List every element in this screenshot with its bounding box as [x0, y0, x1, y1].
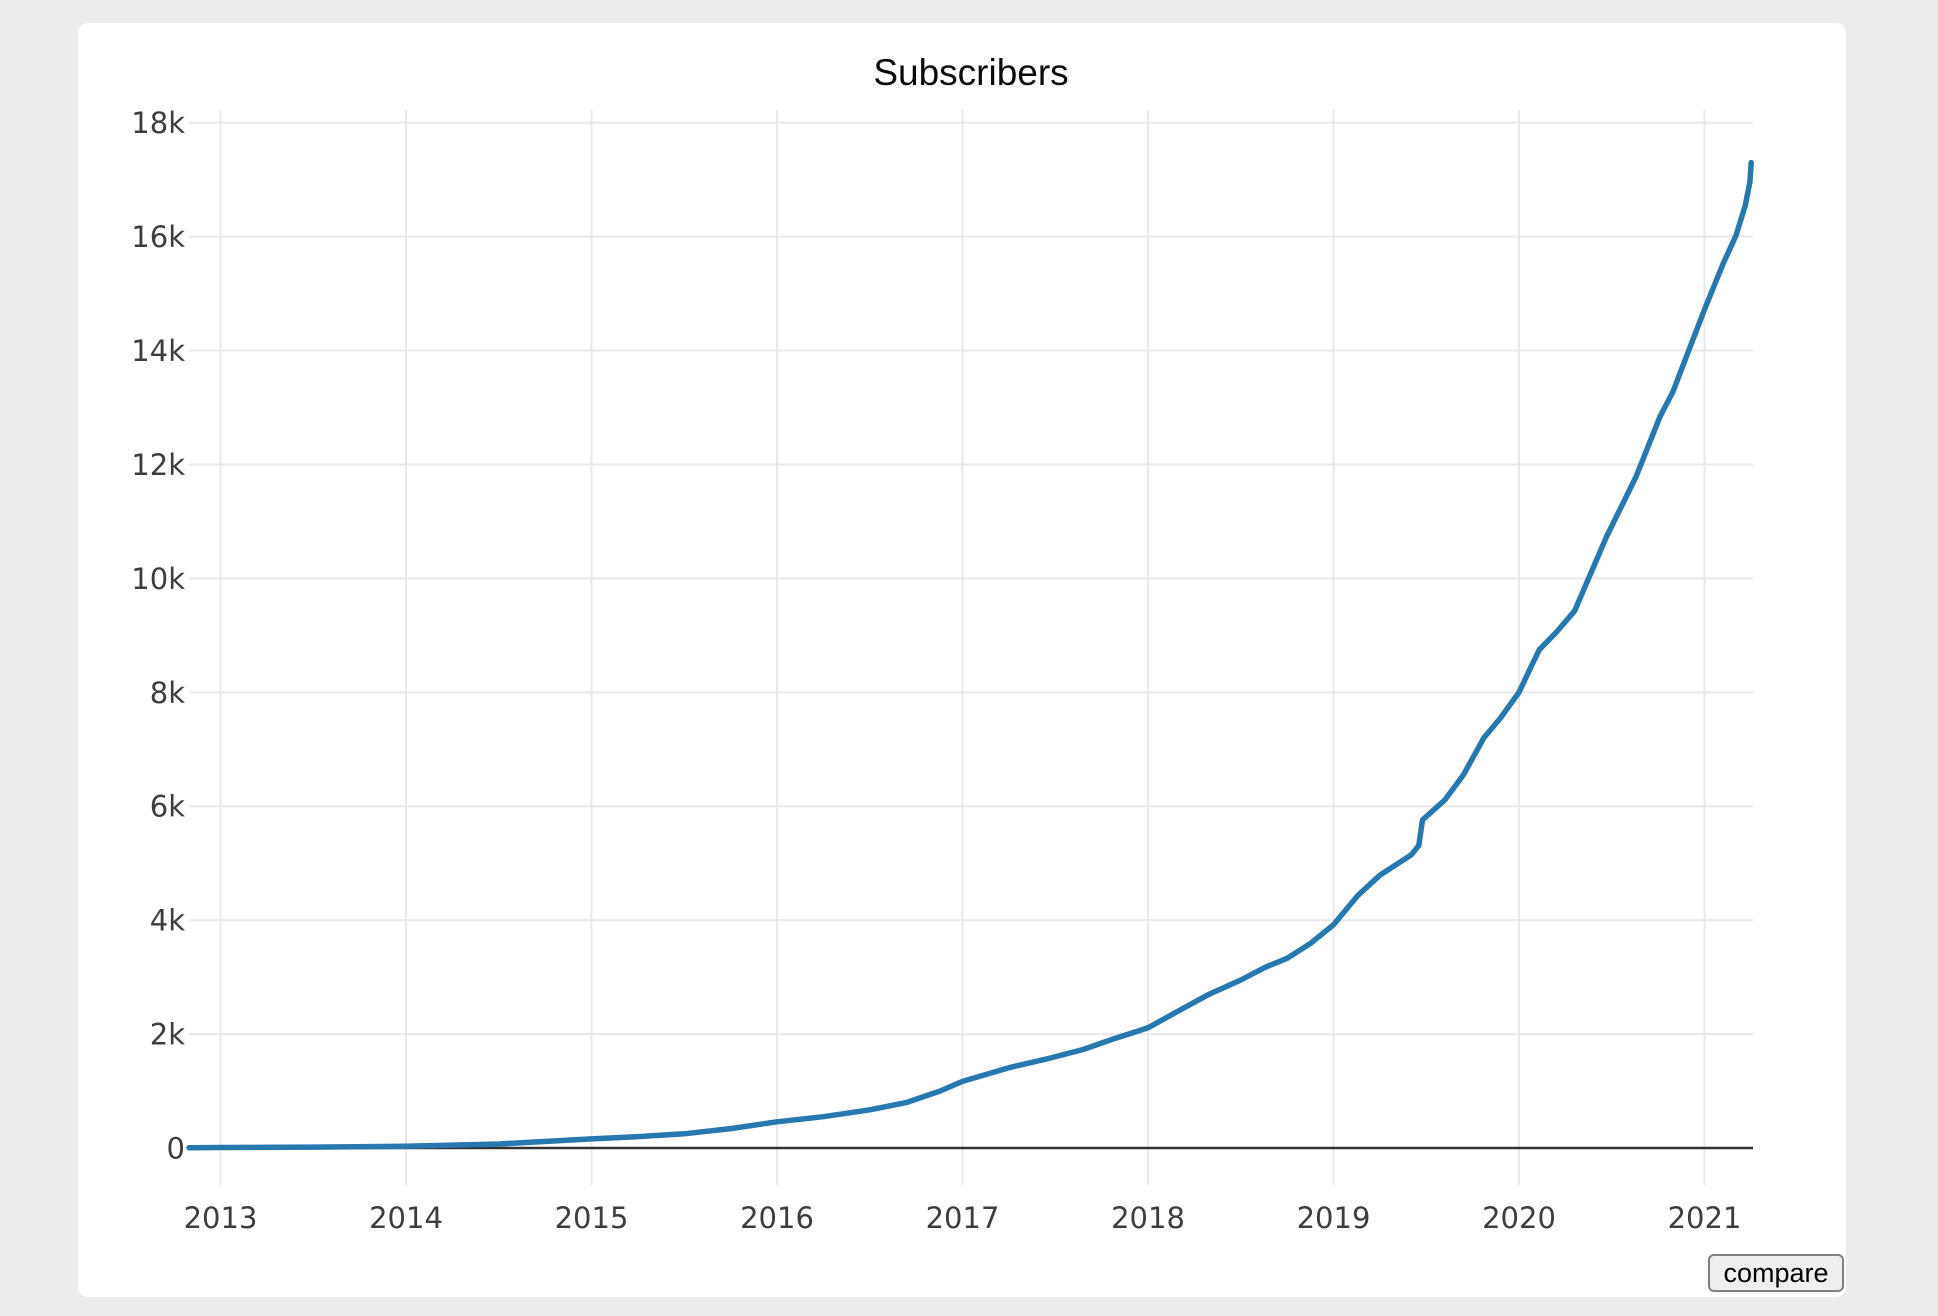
x-tick-label: 2017 [926, 1201, 1000, 1235]
chart-title: Subscribers [873, 52, 1069, 93]
y-tick-label: 2k [150, 1018, 185, 1052]
x-tick-label: 2013 [184, 1201, 258, 1235]
compare-button[interactable]: compare [1708, 1254, 1844, 1292]
y-tick-label: 10k [131, 562, 185, 596]
subscribers-line [186, 159, 1754, 1151]
x-tick-label: 2019 [1297, 1201, 1371, 1235]
y-tick-label: 8k [150, 676, 185, 710]
y-tick-label: 0 [167, 1132, 185, 1166]
y-tick-label: 14k [131, 334, 185, 368]
x-tick-label: 2021 [1668, 1201, 1742, 1235]
x-tick-label: 2020 [1482, 1201, 1556, 1235]
y-tick-label: 18k [131, 106, 185, 140]
y-tick-label: 12k [131, 448, 185, 482]
x-tick-label: 2016 [740, 1201, 814, 1235]
y-tick-label: 16k [131, 220, 185, 254]
y-tick-label: 6k [150, 790, 185, 824]
y-tick-label: 4k [150, 904, 185, 938]
x-tick-label: 2018 [1111, 1201, 1185, 1235]
x-tick-label: 2014 [369, 1201, 443, 1235]
x-tick-label: 2015 [555, 1201, 629, 1235]
